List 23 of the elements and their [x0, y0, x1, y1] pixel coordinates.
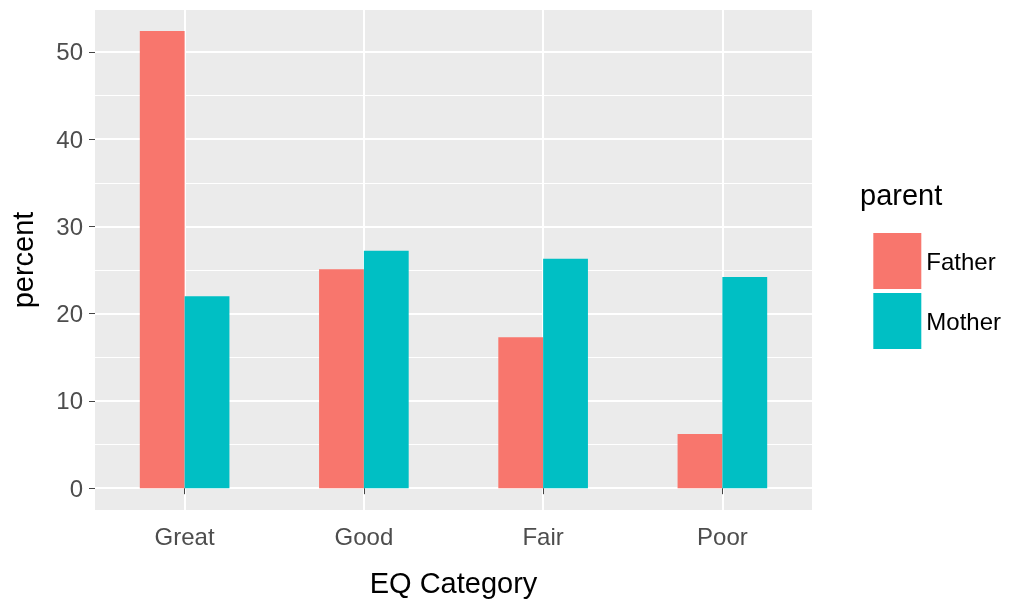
- y-tick-label: 40: [56, 125, 83, 153]
- y-tick-label: 0: [69, 474, 83, 502]
- legend-label: Mother: [926, 307, 1002, 335]
- bar: [543, 258, 588, 489]
- x-tick-label: Fair: [522, 522, 564, 550]
- legend-title: parent: [860, 178, 943, 211]
- y-axis-title: percent: [6, 211, 39, 309]
- bar: [363, 250, 409, 489]
- y-tick-label: 20: [56, 300, 83, 328]
- x-axis-title: EQ Category: [369, 566, 538, 599]
- x-tick-label: Great: [154, 522, 215, 550]
- y-tick-label: 50: [56, 38, 83, 66]
- bar: [498, 337, 544, 489]
- bar: [677, 434, 723, 489]
- y-tick-label: 30: [56, 212, 83, 240]
- bar: [139, 30, 185, 489]
- y-tick-label: 10: [56, 387, 83, 415]
- x-tick-label: Good: [334, 522, 394, 550]
- x-tick-label: Poor: [697, 522, 748, 550]
- bar: [319, 269, 364, 489]
- legend-label: Father: [926, 247, 996, 275]
- bar: [184, 296, 230, 489]
- bar: [722, 277, 768, 489]
